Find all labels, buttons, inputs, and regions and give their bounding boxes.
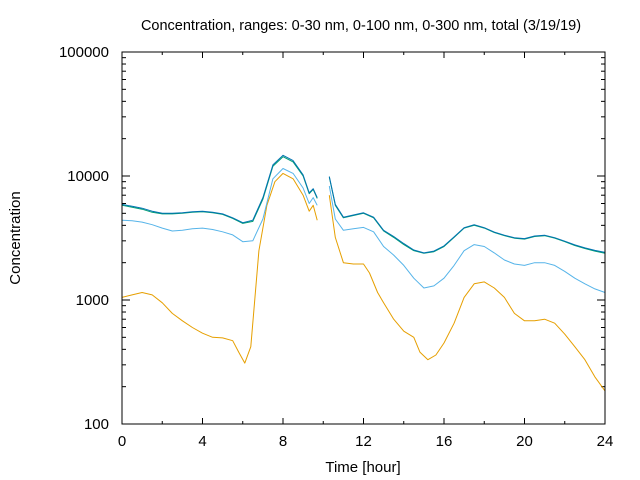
series-0-line-segment-1	[328, 195, 606, 392]
series-1-line-segment-0	[121, 168, 318, 243]
series-1-line-segment-1	[328, 185, 606, 293]
y-tick-label: 10000	[67, 168, 109, 185]
x-tick-label: 4	[198, 433, 206, 450]
y-tick-label: 100000	[59, 44, 109, 61]
series-2-line-segment-1	[328, 176, 606, 254]
series-3-line-segment-1	[328, 176, 606, 254]
x-axis-label: Time [hour]	[325, 459, 400, 476]
series-0-line-segment-0	[121, 172, 318, 364]
x-tick-label: 16	[436, 433, 453, 450]
chart-title: Concentration, ranges: 0-30 nm, 0-100 nm…	[141, 18, 581, 34]
x-tick-label: 12	[355, 433, 372, 450]
series-lines	[121, 154, 606, 392]
x-tick-label: 20	[516, 433, 533, 450]
x-tick-label: 8	[279, 433, 287, 450]
series-3-line-segment-0	[121, 154, 318, 224]
x-tick-label: 24	[597, 433, 614, 450]
y-tick-label: 100	[84, 416, 109, 433]
series-2-line-segment-0	[121, 156, 318, 224]
plot-frame	[121, 51, 606, 425]
y-tick-label: 1000	[76, 292, 109, 309]
x-tick-label: 0	[118, 433, 126, 450]
axis-ticks: 0 4 8 12 16 20 24 100 1000 10000 100000	[59, 44, 613, 450]
y-axis-label: Concentration	[7, 191, 24, 284]
